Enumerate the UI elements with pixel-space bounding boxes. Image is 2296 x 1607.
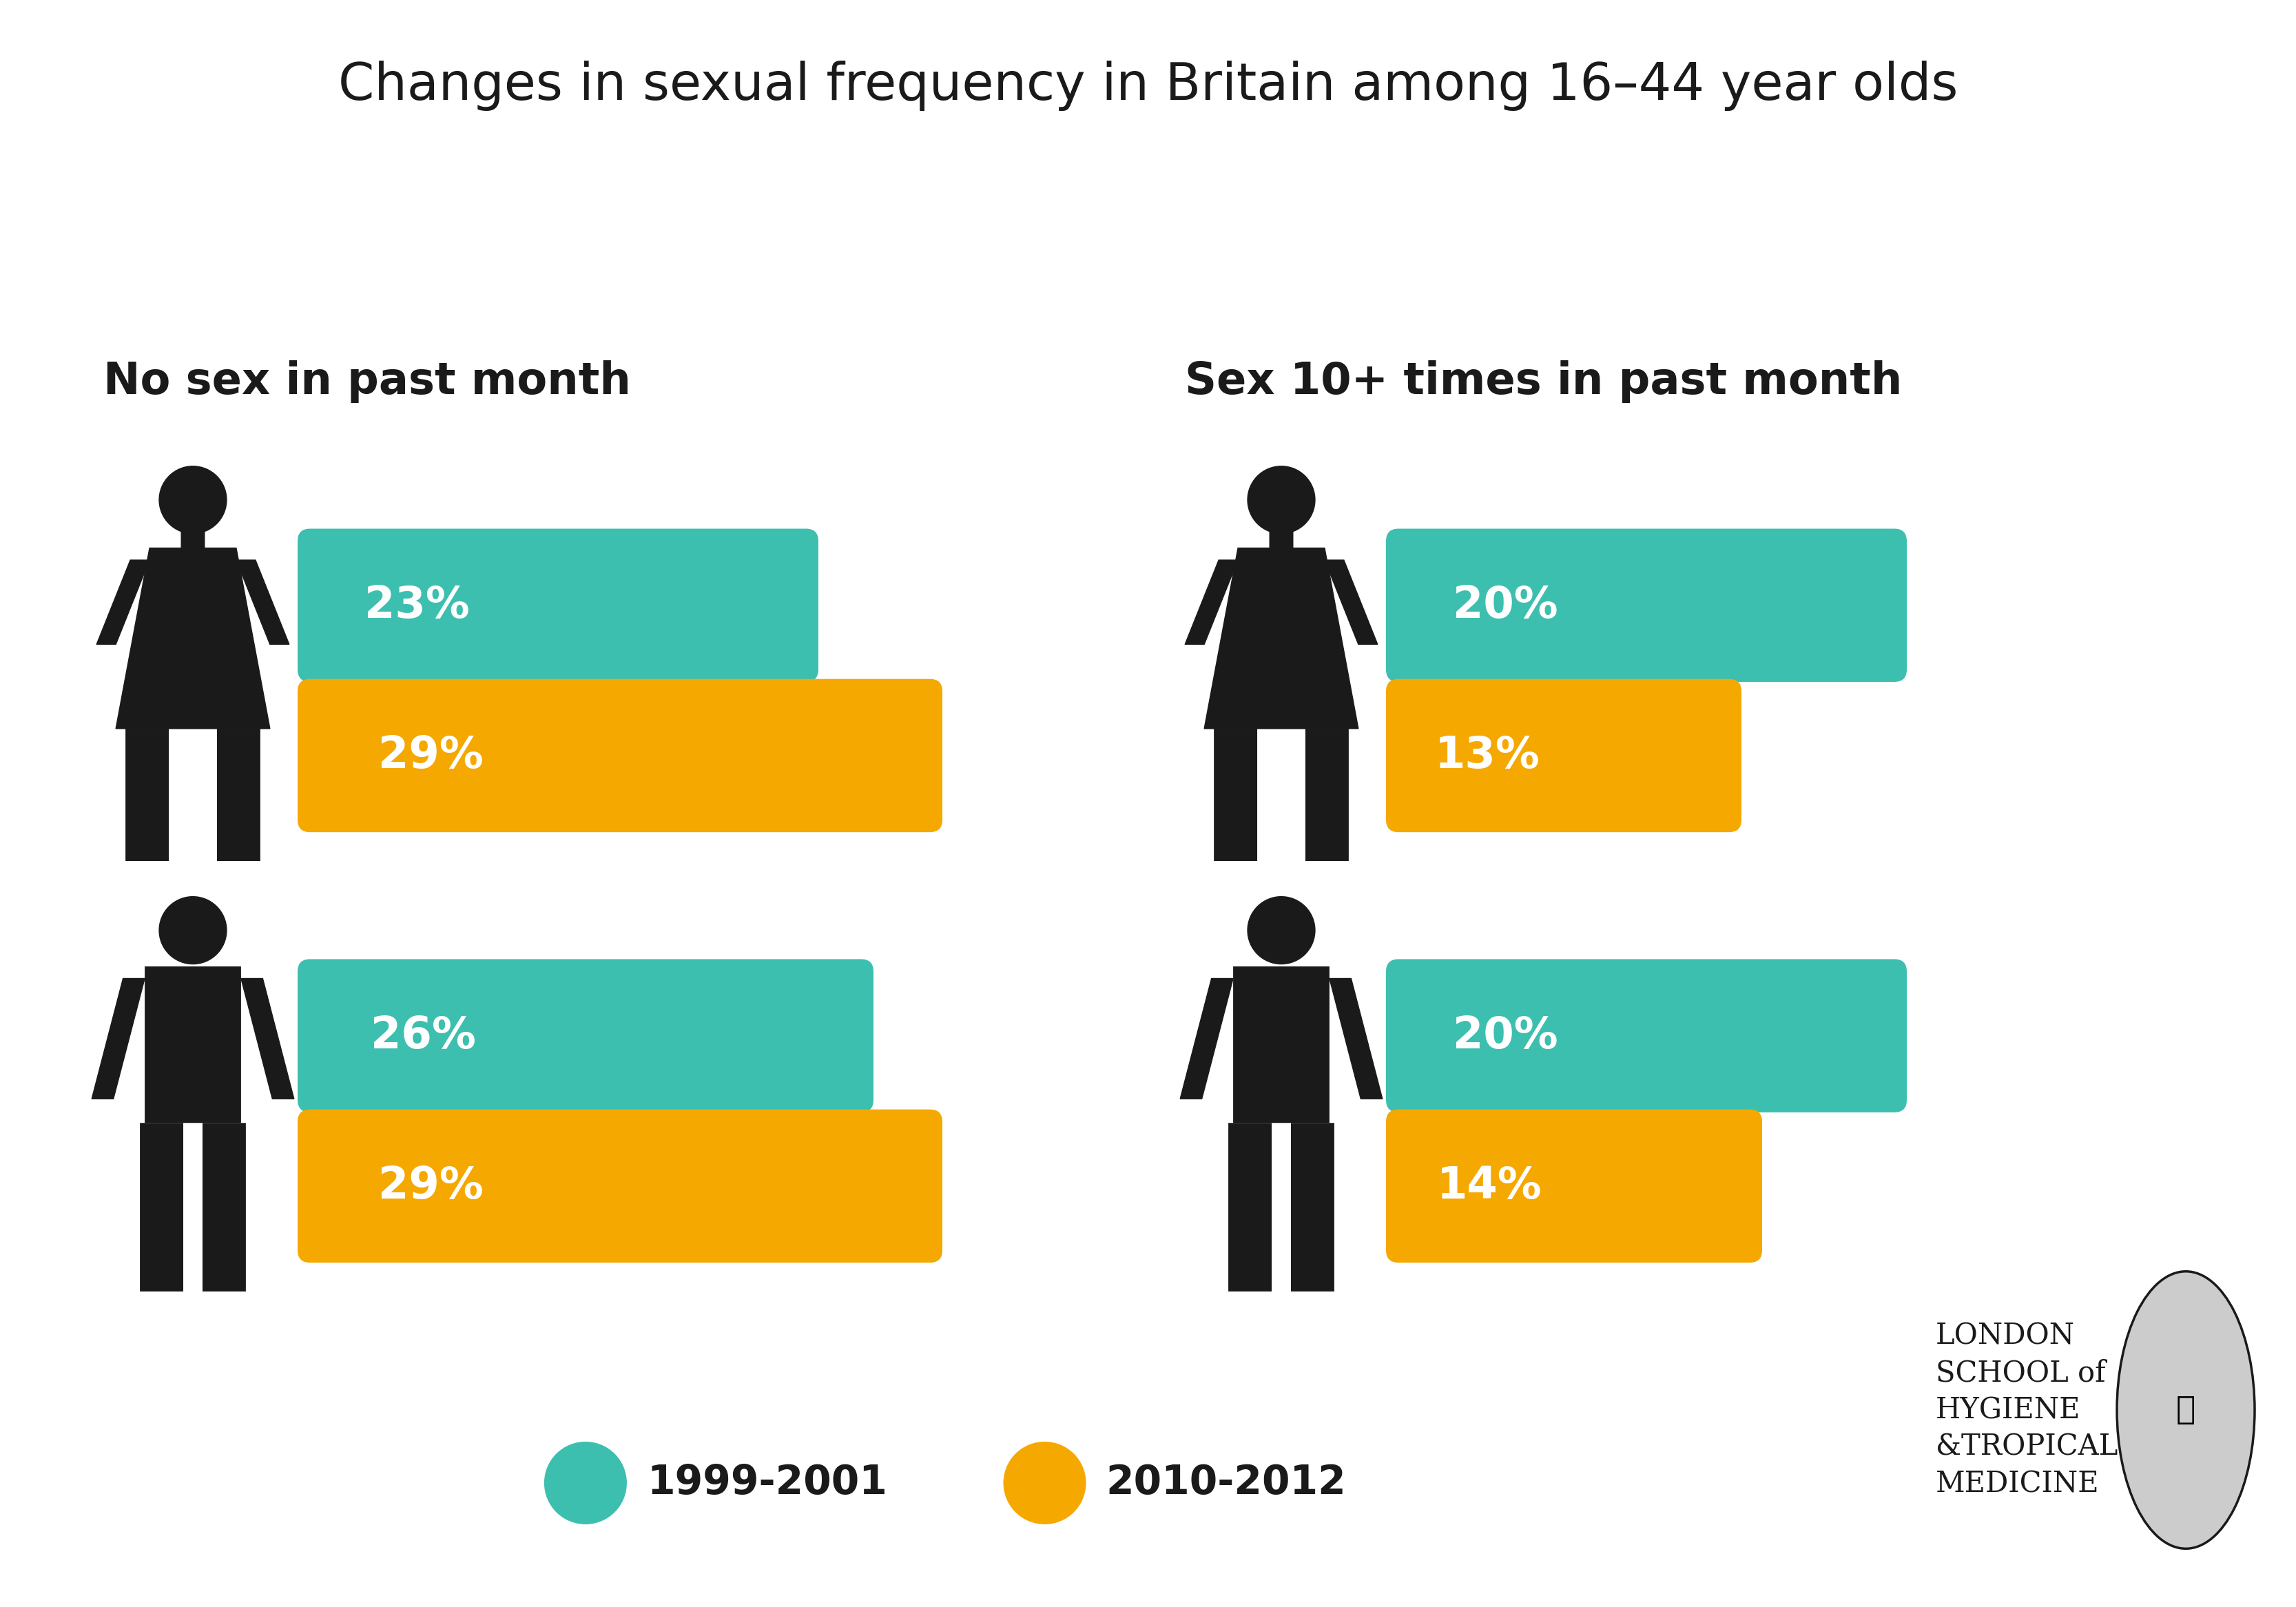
Text: 23%: 23% (365, 583, 471, 627)
Polygon shape (1325, 561, 1378, 644)
FancyBboxPatch shape (1387, 1109, 1761, 1263)
FancyBboxPatch shape (140, 1123, 184, 1292)
Text: Sex 10+ times in past month: Sex 10+ times in past month (1185, 360, 1901, 403)
FancyBboxPatch shape (181, 513, 204, 548)
Circle shape (544, 1441, 627, 1523)
Circle shape (158, 897, 227, 964)
FancyBboxPatch shape (1228, 1123, 1272, 1292)
Text: Changes in sexual frequency in Britain among 16–44 year olds: Changes in sexual frequency in Britain a… (338, 61, 1958, 111)
FancyBboxPatch shape (1387, 959, 1906, 1112)
FancyBboxPatch shape (126, 728, 170, 861)
Circle shape (1247, 897, 1316, 964)
Polygon shape (1180, 979, 1233, 1099)
Text: 2010-2012: 2010-2012 (1107, 1464, 1345, 1503)
FancyBboxPatch shape (1270, 513, 1293, 548)
Text: 14%: 14% (1437, 1165, 1543, 1207)
FancyBboxPatch shape (216, 728, 259, 861)
Text: LONDON
SCHOOL of
HYGIENE
&TROPICAL
MEDICINE: LONDON SCHOOL of HYGIENE &TROPICAL MEDIC… (1936, 1323, 2117, 1498)
Text: 29%: 29% (379, 734, 484, 776)
FancyBboxPatch shape (1387, 680, 1740, 832)
Polygon shape (1329, 979, 1382, 1099)
FancyBboxPatch shape (298, 680, 941, 832)
Polygon shape (1185, 561, 1238, 644)
Text: 29%: 29% (379, 1165, 484, 1207)
FancyBboxPatch shape (1215, 728, 1258, 861)
FancyBboxPatch shape (1290, 1123, 1334, 1292)
FancyBboxPatch shape (1387, 529, 1906, 681)
Polygon shape (92, 979, 145, 1099)
Polygon shape (241, 979, 294, 1099)
Text: 1999-2001: 1999-2001 (647, 1464, 886, 1503)
FancyBboxPatch shape (202, 1123, 246, 1292)
Polygon shape (115, 548, 271, 728)
FancyBboxPatch shape (1233, 966, 1329, 1123)
Text: 26%: 26% (370, 1014, 475, 1057)
Ellipse shape (2117, 1271, 2255, 1549)
Polygon shape (1203, 548, 1359, 728)
Polygon shape (236, 561, 289, 644)
Text: 20%: 20% (1453, 583, 1559, 627)
Circle shape (1247, 466, 1316, 534)
FancyBboxPatch shape (298, 1109, 941, 1263)
Circle shape (1003, 1441, 1086, 1523)
FancyBboxPatch shape (298, 959, 872, 1112)
Text: 🏇: 🏇 (2177, 1395, 2195, 1425)
Polygon shape (96, 561, 149, 644)
FancyBboxPatch shape (298, 529, 817, 681)
FancyBboxPatch shape (1306, 728, 1348, 861)
Text: No sex in past month: No sex in past month (103, 360, 631, 403)
Circle shape (158, 466, 227, 534)
Text: 20%: 20% (1453, 1014, 1559, 1057)
Text: 13%: 13% (1435, 734, 1541, 776)
FancyBboxPatch shape (145, 966, 241, 1123)
